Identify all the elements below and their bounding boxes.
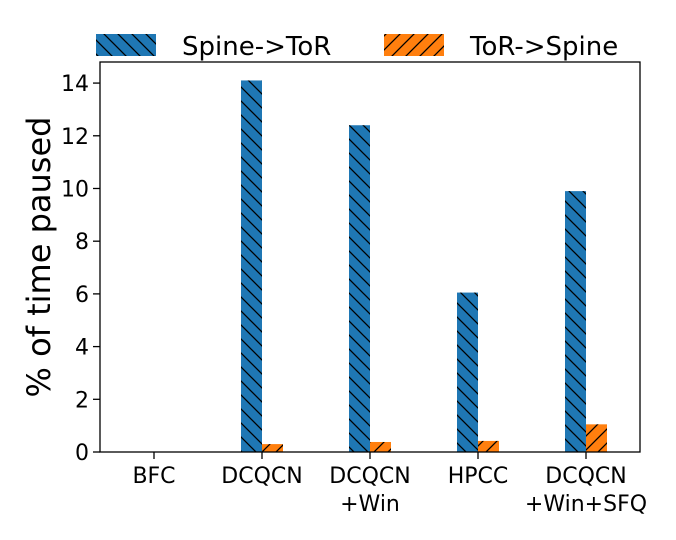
y-tick-label-2: 2 [75,388,89,413]
x-tick-label-0-0: BFC [132,464,175,489]
bar-spine-tor-2 [349,125,370,453]
y-tick-label-10: 10 [61,177,89,202]
y-tick-label-6: 6 [75,283,89,308]
x-tick-label-4-0: DCQCN [545,464,626,489]
bar-spine-tor-3 [457,292,478,452]
y-tick-label-12: 12 [61,125,89,150]
legend-label-1: ToR->Spine [469,32,618,62]
x-tick-label-2-1: +Win [340,492,400,517]
legend-label-0: Spine->ToR [182,32,331,62]
y-axis: 0 2 4 6 8 10 12 14 [61,72,100,466]
y-tick-label-4: 4 [75,336,89,361]
x-tick-label-4-1: +Win+SFQ [525,492,647,517]
legend-entry-1: ToR->Spine [384,32,618,62]
legend: Spine->ToR ToR->Spine [96,32,618,62]
y-tick-label-8: 8 [75,230,89,255]
bars-layer [241,80,607,453]
y-axis-label: % of time paused [20,117,58,398]
bar-spine-tor-1 [241,80,262,452]
y-tick-label-0: 0 [75,441,89,466]
x-axis: BFC DCQCN DCQCN +Win HPCC DCQCN +Win+SFQ [132,452,647,517]
y-tick-label-14: 14 [61,72,89,97]
x-tick-label-2-0: DCQCN [329,464,410,489]
bar-spine-tor-4 [565,191,586,452]
bar-tor-spine-2 [370,441,391,452]
bar-tor-spine-4 [586,424,607,452]
x-tick-label-1-0: DCQCN [221,464,302,489]
plot-frame [99,61,641,453]
x-tick-label-3-0: HPCC [448,464,509,489]
bar-tor-spine-3 [478,440,499,452]
legend-entry-0: Spine->ToR [96,32,331,62]
bar-tor-spine-1 [262,444,283,452]
